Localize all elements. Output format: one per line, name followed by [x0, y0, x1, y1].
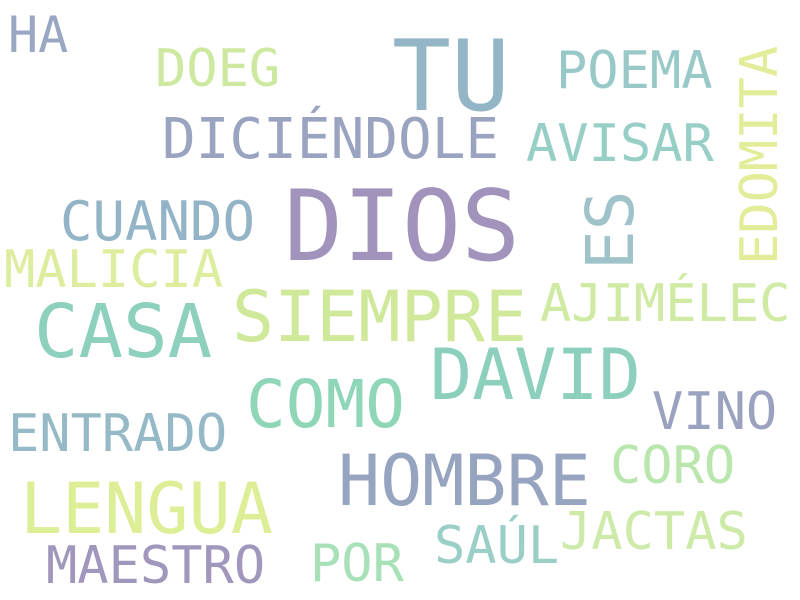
word-por: POR	[310, 534, 404, 594]
word-casa: CASA	[34, 289, 213, 375]
word-edomita: EDOMITA	[730, 45, 790, 265]
word-diciendole: DICIÉNDOLE	[162, 107, 500, 172]
word-jactas: JACTAS	[560, 502, 748, 562]
word-cuando: CUANDO	[60, 190, 256, 253]
word-doeg: DOEG	[155, 39, 281, 99]
word-siempre: SIEMPRE	[232, 276, 528, 358]
word-entrado: ENTRADO	[8, 404, 228, 464]
word-malicia: MALICIA	[4, 240, 224, 300]
word-vino: VINO	[652, 382, 778, 442]
word-poema: POEMA	[556, 41, 713, 101]
word-lengua: LENGUA	[20, 468, 273, 550]
word-como: COMO	[246, 366, 405, 443]
word-maestro: MAESTRO	[46, 536, 266, 596]
word-dios: DIOS	[284, 170, 521, 284]
word-ajimelec: AJIMÉLEC	[540, 274, 791, 334]
word-es: ES	[572, 190, 649, 270]
word-saul: SAÚL	[434, 516, 560, 576]
word-ha: HA	[8, 6, 69, 64]
word-david: DAVID	[430, 334, 641, 416]
word-hombre: HOMBRE	[338, 440, 591, 522]
word-tu: TU	[392, 20, 511, 134]
word-avisar: AVISAR	[526, 114, 714, 174]
word-coro: CORO	[610, 436, 736, 496]
